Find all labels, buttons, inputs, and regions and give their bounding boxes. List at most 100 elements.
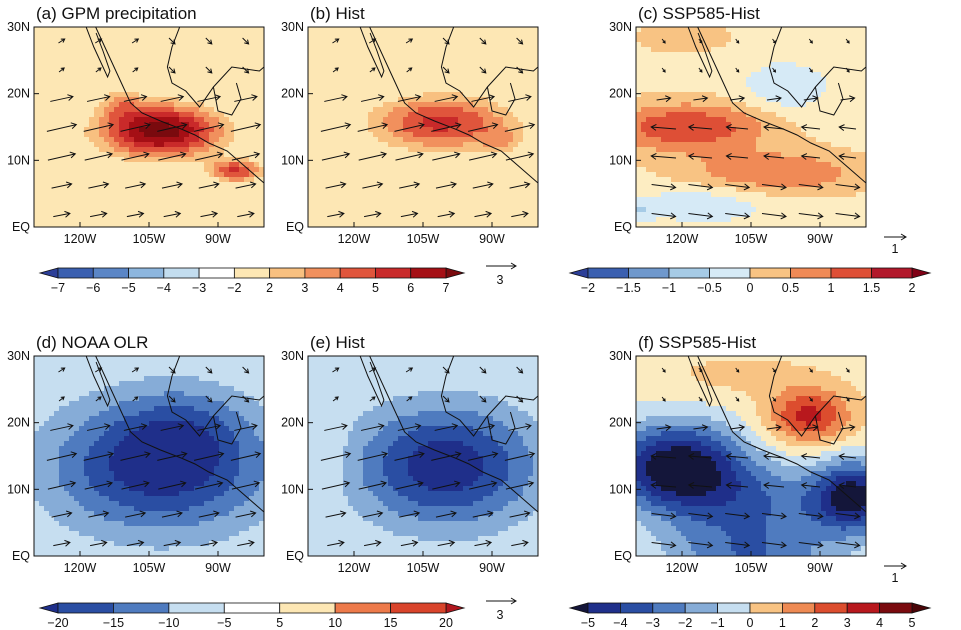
- lon-tick-label: 90W: [205, 232, 231, 246]
- wind-vector: [761, 212, 787, 220]
- colorbar-segment: [113, 602, 170, 614]
- colorbar-tick-label: 0.5: [782, 281, 799, 295]
- lat-tick-label: 30N: [7, 349, 30, 363]
- wind-vector: [358, 151, 388, 161]
- colorbar-tick-label: −20: [47, 616, 68, 630]
- wind-vector: [360, 423, 385, 431]
- wind-vector: [327, 210, 345, 218]
- wind-vectors: [46, 366, 262, 547]
- colorbar-segment: [587, 602, 621, 614]
- wind-vector: [237, 539, 255, 547]
- wind-vector: [157, 122, 188, 132]
- wind-vector: [125, 510, 147, 518]
- coastline: [440, 27, 538, 108]
- wind-vector: [761, 512, 787, 520]
- coastline: [814, 411, 844, 445]
- wind-vector: [772, 396, 777, 402]
- colorbar-segment: [790, 267, 832, 279]
- wind-vector: [725, 183, 751, 191]
- wind-vector: [230, 122, 262, 132]
- lat-tick-label: 20N: [609, 416, 632, 430]
- wind-vector: [838, 153, 857, 160]
- wind-vector: [320, 122, 352, 132]
- lat-tick-label: EQ: [286, 549, 304, 563]
- lon-tick-label: 105W: [407, 561, 440, 575]
- wind-vector: [808, 38, 813, 44]
- wind-vector: [168, 37, 176, 45]
- wind-vector: [58, 367, 66, 373]
- wind-vector: [471, 94, 496, 102]
- colorbar-tick-label: 4: [876, 616, 883, 630]
- shaded-field: [636, 27, 866, 227]
- lat-tick-label: 20N: [7, 87, 30, 101]
- colorbar-segment: [587, 267, 629, 279]
- wind-vectors: [650, 38, 861, 220]
- reference-vector-label: 1: [892, 571, 899, 585]
- lon-tick-label: 90W: [479, 232, 505, 246]
- colorbar-segment: [782, 602, 816, 614]
- wind-vector: [131, 367, 140, 373]
- reference-vector: [884, 233, 907, 241]
- panel-title: (b) Hist: [310, 4, 365, 23]
- wind-vector: [509, 181, 531, 189]
- wind-vector: [237, 210, 255, 218]
- wind-vector: [95, 396, 102, 402]
- wind-vector: [168, 66, 176, 74]
- lon-tick-label: 90W: [807, 561, 833, 575]
- wind-vector: [467, 122, 499, 132]
- colorbar-segment: [879, 602, 913, 614]
- lon-tick-label: 105W: [133, 232, 166, 246]
- wind-vector: [369, 367, 377, 373]
- colorbar-tick-label: −4: [613, 616, 627, 630]
- wind-vector: [698, 396, 703, 402]
- wind-vector: [435, 181, 457, 189]
- wind-vector: [131, 38, 140, 44]
- lat-tick-label: 30N: [609, 349, 632, 363]
- wind-vector: [504, 451, 536, 461]
- wind-vector: [845, 67, 850, 73]
- map-panel-a: (a) GPM precipitation 30N 20N 10N EQ 120W 105W…: [7, 4, 265, 246]
- wind-vector: [698, 67, 703, 73]
- wind-vector: [121, 151, 150, 161]
- wind-vector: [394, 451, 425, 461]
- wind-vector: [242, 66, 250, 74]
- lon-tick-label: 105W: [735, 561, 768, 575]
- wind-vector: [160, 94, 185, 102]
- wind-vector: [688, 512, 714, 520]
- map-panel-d: (d) NOAA OLR 30N 20N 10N EQ 120W 105W 90W: [7, 333, 265, 575]
- wind-vector: [798, 183, 824, 191]
- wind-vector: [161, 181, 183, 189]
- colorbar-tick-label: 20: [439, 616, 453, 630]
- wind-vector: [725, 512, 751, 520]
- wind-vector: [95, 67, 102, 73]
- wind-vector: [431, 451, 462, 461]
- wind-vector: [725, 212, 751, 220]
- wind-vector: [397, 94, 422, 102]
- colorbar-segment: [339, 267, 376, 279]
- coastline: [440, 356, 538, 437]
- colorbar-segment: [814, 602, 848, 614]
- coastline: [768, 356, 866, 437]
- panel-title: (f) SSP585-Hist: [638, 333, 756, 352]
- lon-tick-label: 120W: [666, 232, 699, 246]
- wind-vector: [321, 151, 351, 161]
- colorbar-segment: [652, 602, 686, 614]
- coastline: [697, 356, 866, 513]
- wind-vector: [53, 210, 71, 218]
- wind-vector: [83, 451, 115, 461]
- wind-vector: [434, 94, 459, 102]
- wind-vector: [432, 151, 461, 161]
- wind-vector: [242, 37, 250, 45]
- wind-vector: [158, 151, 187, 161]
- wind-vector: [197, 94, 222, 102]
- wind-vector: [772, 38, 777, 44]
- lat-tick-label: 30N: [281, 349, 304, 363]
- wind-vector: [125, 181, 147, 189]
- wind-vector: [840, 424, 856, 432]
- wind-vector: [840, 95, 856, 103]
- wind-vector: [437, 539, 456, 547]
- wind-vector: [656, 95, 672, 103]
- lat-tick-label: EQ: [12, 220, 30, 234]
- colorbar-tick-label: −1: [662, 281, 676, 295]
